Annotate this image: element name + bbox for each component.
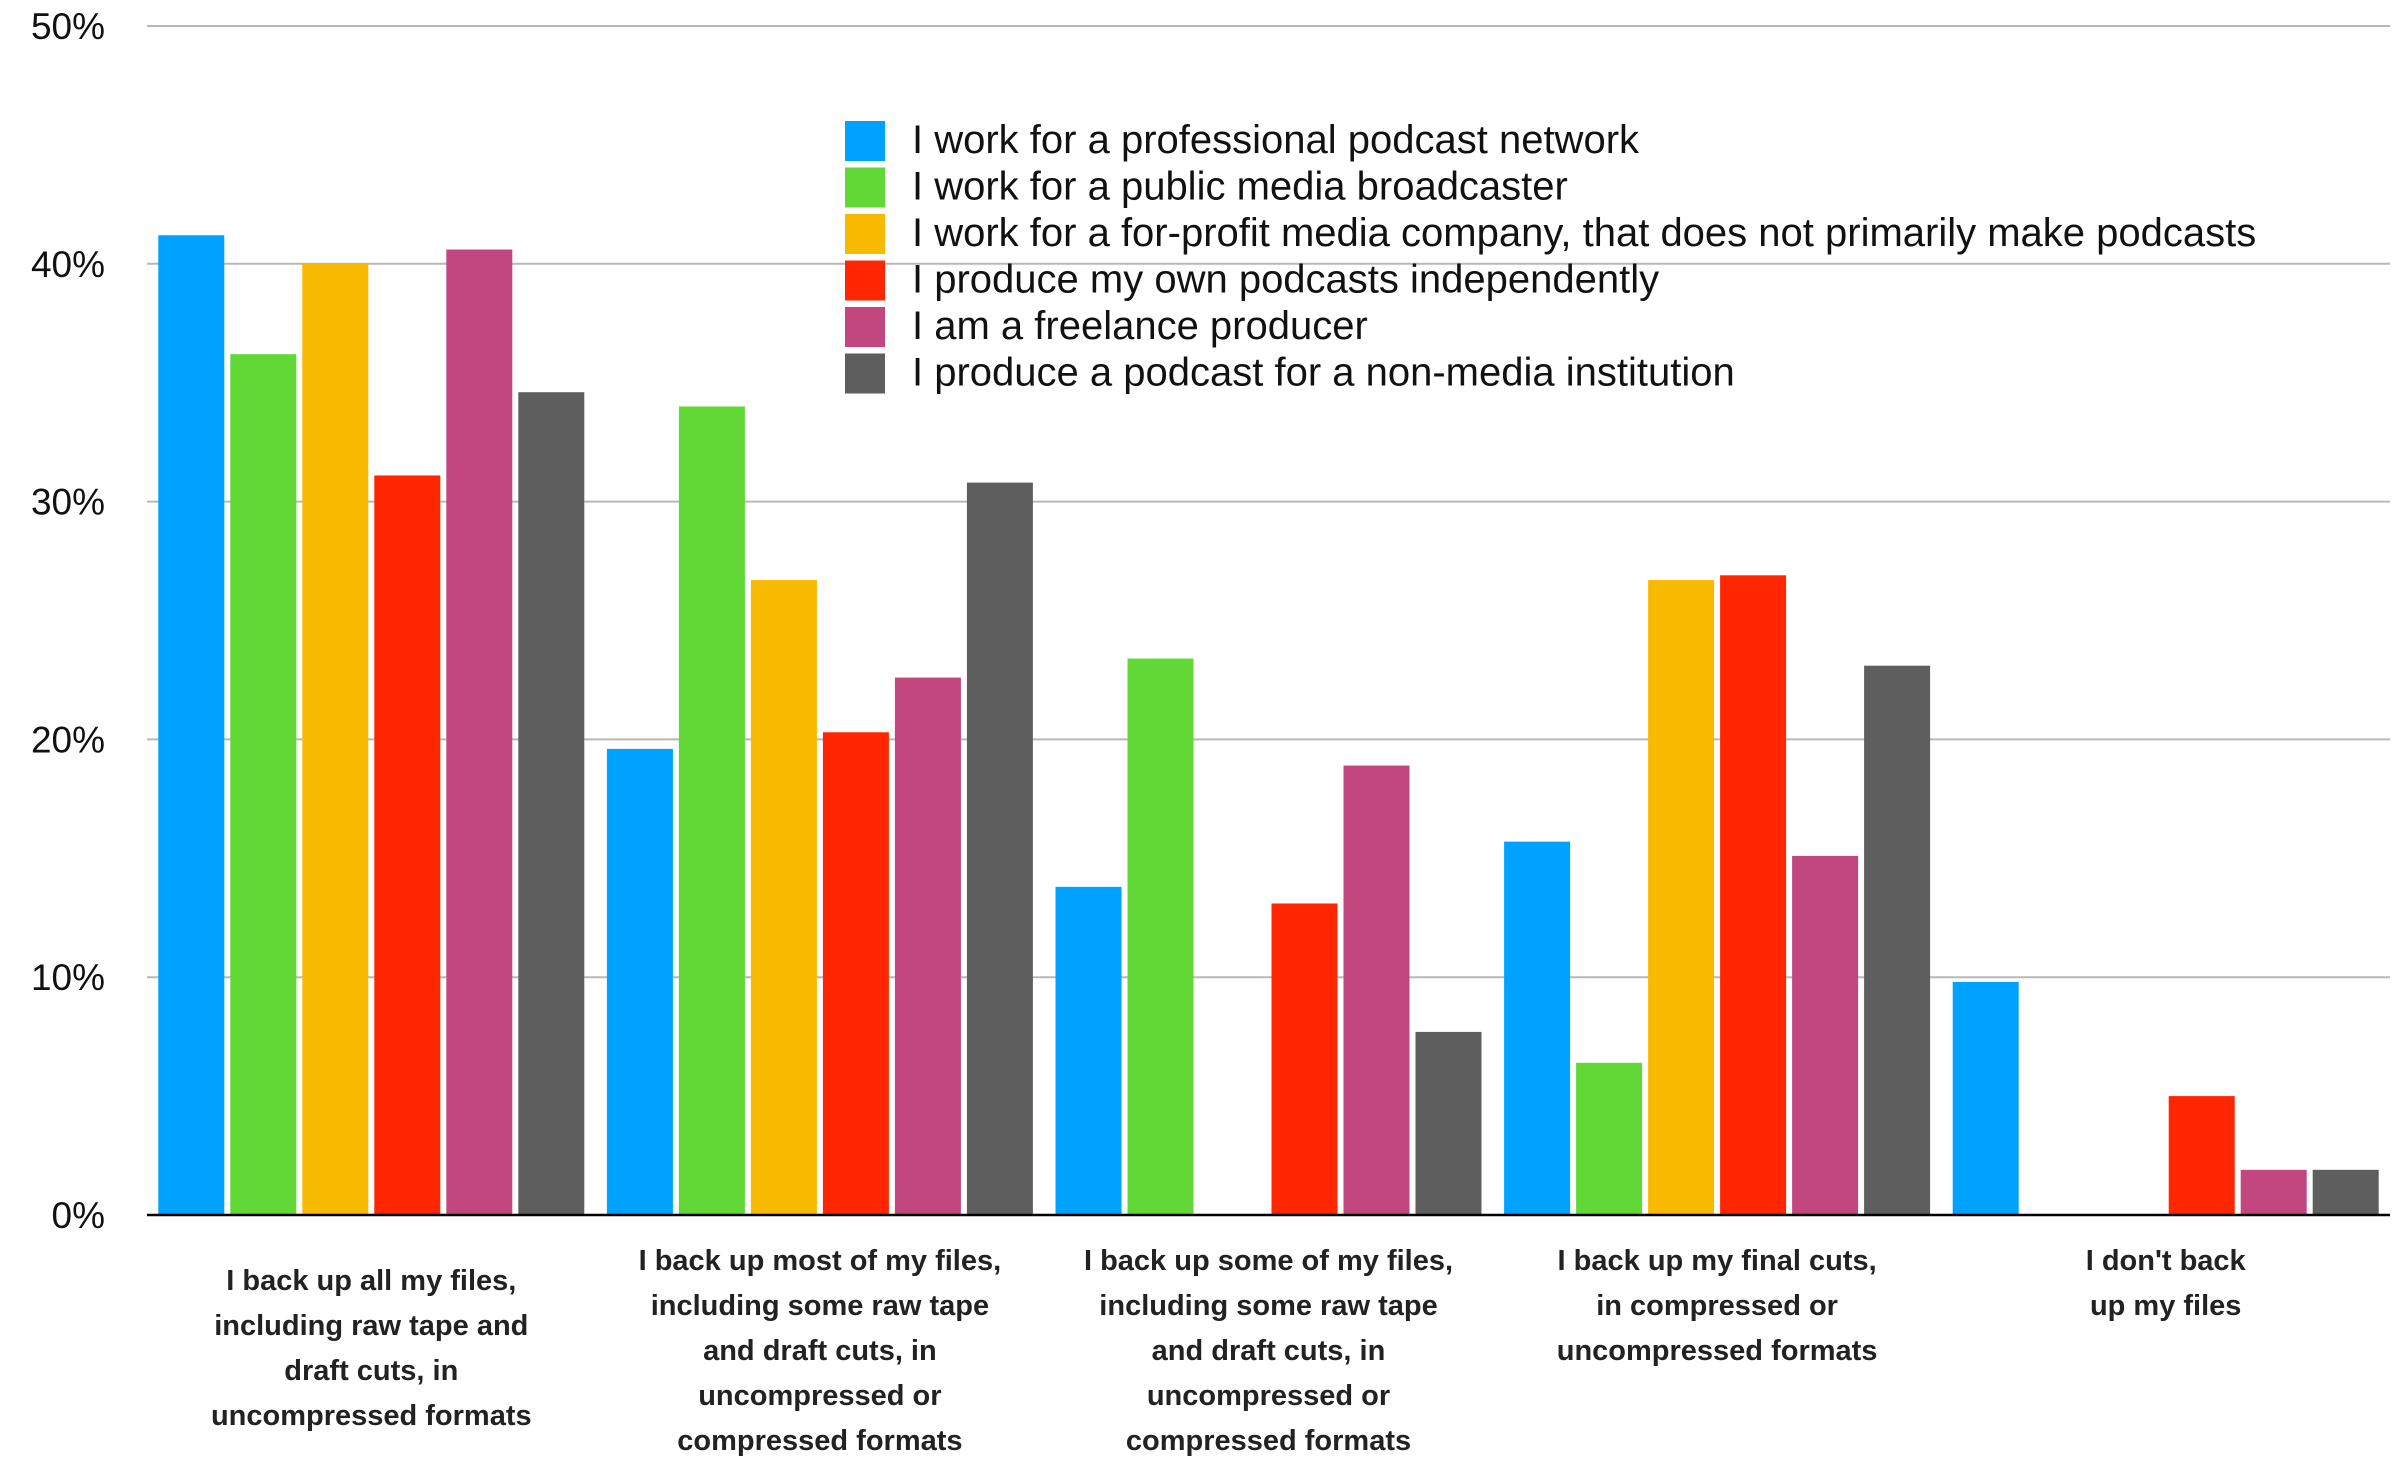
x-category-label: uncompressed or bbox=[1147, 1380, 1390, 1412]
bar bbox=[1952, 981, 2019, 1215]
x-category-label: and draft cuts, in bbox=[1152, 1335, 1386, 1367]
legend-swatch bbox=[845, 121, 885, 161]
x-category-label: I back up all my files, bbox=[226, 1265, 516, 1297]
y-axis-ticks: 0% 10% 20% 30% 40% 50% bbox=[31, 6, 105, 1236]
bar bbox=[1864, 665, 1931, 1215]
bar bbox=[230, 354, 297, 1215]
y-tick-label: 10% bbox=[31, 957, 105, 998]
x-category-label: including some raw tape bbox=[651, 1290, 989, 1322]
y-tick-label: 50% bbox=[31, 6, 105, 47]
x-category-label: in compressed or bbox=[1596, 1290, 1838, 1322]
x-category-label: draft cuts, in bbox=[284, 1355, 458, 1387]
legend-swatch bbox=[845, 307, 885, 347]
bar bbox=[606, 748, 673, 1215]
legend-label: I produce a podcast for a non-media inst… bbox=[912, 351, 1735, 395]
legend-label: I produce my own podcasts independently bbox=[912, 258, 1659, 302]
legend-label: I work for a for-profit media company, t… bbox=[912, 211, 2256, 255]
y-tick-label: 40% bbox=[31, 244, 105, 285]
x-category-label: I back up some of my files, bbox=[1084, 1245, 1453, 1277]
x-axis-category-labels: I back up all my files, including raw tap… bbox=[211, 1245, 2247, 1457]
x-category-label: uncompressed or bbox=[698, 1380, 941, 1412]
bar bbox=[1576, 1062, 1643, 1215]
x-category-label: uncompressed formats bbox=[1557, 1335, 1878, 1367]
legend-label: I work for a professional podcast networ… bbox=[912, 118, 1640, 162]
bar bbox=[1648, 580, 1715, 1215]
legend-swatch bbox=[845, 353, 885, 394]
x-category-label: I don't back bbox=[2086, 1245, 2247, 1277]
bar bbox=[822, 732, 889, 1215]
bar bbox=[1271, 903, 1338, 1215]
bar bbox=[1415, 1031, 1482, 1215]
x-category-label: uncompressed formats bbox=[211, 1400, 532, 1432]
legend-label: I work for a public media broadcaster bbox=[912, 165, 1568, 209]
bar bbox=[518, 392, 585, 1215]
x-category-label: up my files bbox=[2090, 1290, 2242, 1322]
legend-label: I am a freelance producer bbox=[912, 304, 1368, 348]
legend: I work for a professional podcast networ… bbox=[845, 118, 2256, 395]
bars bbox=[158, 235, 2379, 1216]
y-tick-label: 30% bbox=[31, 482, 105, 523]
x-category-label: including some raw tape bbox=[1099, 1290, 1437, 1322]
bar bbox=[1504, 841, 1571, 1215]
bar bbox=[1792, 855, 1859, 1215]
bar bbox=[1127, 658, 1194, 1215]
bar bbox=[2240, 1169, 2307, 1215]
bar bbox=[678, 406, 745, 1216]
bar bbox=[1055, 886, 1122, 1215]
bar bbox=[2168, 1096, 2235, 1215]
bar bbox=[374, 475, 441, 1215]
x-category-label: I back up my final cuts, bbox=[1558, 1245, 1877, 1277]
bar bbox=[1343, 765, 1410, 1215]
bar bbox=[894, 677, 961, 1215]
x-category-label: I back up most of my files, bbox=[639, 1245, 1002, 1277]
bar bbox=[158, 235, 225, 1216]
bar bbox=[302, 263, 369, 1215]
x-category-label: and draft cuts, in bbox=[703, 1335, 937, 1367]
y-tick-label: 0% bbox=[52, 1195, 105, 1236]
bar bbox=[750, 580, 817, 1215]
bar bbox=[966, 482, 1033, 1215]
x-category-label: including raw tape and bbox=[214, 1310, 528, 1342]
x-category-label: compressed formats bbox=[677, 1425, 962, 1457]
bar bbox=[446, 249, 513, 1216]
legend-swatch bbox=[845, 260, 885, 301]
legend-swatch bbox=[845, 167, 885, 208]
bar bbox=[1720, 575, 1787, 1215]
bar bbox=[2312, 1169, 2379, 1215]
y-tick-label: 20% bbox=[31, 719, 105, 760]
x-category-label: compressed formats bbox=[1126, 1425, 1411, 1457]
legend-swatch bbox=[845, 214, 885, 254]
